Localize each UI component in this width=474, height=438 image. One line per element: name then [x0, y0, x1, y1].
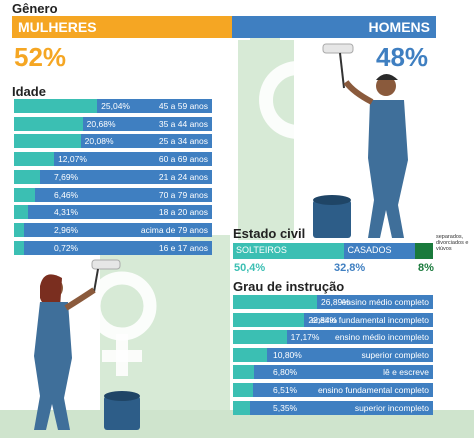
- gender-female-symbol: [87, 271, 157, 341]
- age-bar: [14, 169, 40, 184]
- education-category-label: ensino médio incompleto: [334, 332, 429, 343]
- age-category-label: 70 a 79 anos: [158, 189, 208, 200]
- marital-segment-married: CASADOS: [343, 243, 416, 259]
- age-bar-row: 0,72% 16 e 17 anos: [14, 240, 212, 255]
- age-value-label: 7,69%: [54, 171, 79, 182]
- marital-separated-value: 8%: [418, 262, 434, 274]
- age-bar-row: 20,68% 35 a 44 anos: [14, 116, 212, 131]
- age-category-label: 25 a 34 anos: [158, 136, 208, 147]
- education-category-label: ensino fundamental incompleto: [311, 314, 429, 325]
- marital-chart: SOLTEIROS CASADOS: [233, 243, 433, 259]
- marital-chart-title: Estado civil: [233, 226, 306, 241]
- paint-roller-icon: [322, 43, 354, 54]
- education-bar: [233, 312, 305, 327]
- age-value-label: 20,08%: [84, 136, 114, 147]
- education-category-label: lê e escreve: [383, 367, 429, 378]
- age-bar: [14, 116, 83, 131]
- background-floor: [0, 410, 474, 438]
- age-bar-row: 25,04% 45 a 59 anos: [14, 99, 212, 113]
- age-value-label: 2,96%: [54, 224, 79, 235]
- education-bar-row: 6,51% ensino fundamental completo: [233, 383, 433, 397]
- age-bar-row: 20,08% 25 a 34 anos: [14, 134, 212, 149]
- education-chart-title: Grau de instrução: [233, 279, 345, 294]
- man-body: [368, 100, 408, 238]
- age-bar-row: 4,31% 18 a 20 anos: [14, 205, 212, 220]
- marital-married-value: 32,8%: [334, 262, 366, 274]
- gender-title: Gênero: [12, 1, 58, 16]
- age-bar: [14, 187, 36, 202]
- age-value-label: 4,31%: [54, 207, 79, 218]
- men-label: HOMENS: [368, 19, 430, 35]
- age-bar-row: 2,96% acima de 79 anos: [14, 222, 212, 237]
- marital-single-label: SOLTEIROS: [236, 245, 287, 255]
- age-value-label: 0,72%: [54, 242, 79, 253]
- woman-body: [34, 302, 72, 430]
- education-category-label: ensino médio completo: [341, 297, 429, 307]
- education-bar: [233, 400, 250, 415]
- education-bar-row: 5,35% superior incompleto: [233, 400, 433, 415]
- education-bar: [233, 347, 267, 362]
- age-bar-row: 6,46% 70 a 79 anos: [14, 187, 212, 202]
- education-category-label: superior completo: [361, 349, 429, 360]
- marital-segment-single: SOLTEIROS: [233, 243, 344, 259]
- age-chart-title: Idade: [12, 84, 46, 99]
- education-value-label: 10,80%: [273, 349, 302, 360]
- age-category-label: 18 a 20 anos: [158, 207, 208, 218]
- education-bar: [233, 383, 254, 397]
- education-value-label: 6,51%: [273, 385, 298, 395]
- education-category-label: ensino fundamental completo: [317, 385, 429, 395]
- marital-segment-separated: [415, 243, 433, 259]
- education-value-label: 22,84%: [308, 314, 338, 325]
- age-category-label: 21 a 24 anos: [158, 171, 208, 182]
- education-value-label: 5,35%: [273, 402, 298, 413]
- age-value-label: 6,46%: [54, 189, 79, 200]
- age-bar: [14, 99, 98, 113]
- age-value-label: 12,07%: [58, 154, 87, 165]
- age-bar: [14, 152, 55, 167]
- education-bar: [233, 330, 287, 345]
- education-bar-row: 17,17% ensino médio incompleto: [233, 330, 433, 345]
- men-percentage: 48%: [376, 42, 429, 72]
- age-category-label: acima de 79 anos: [140, 224, 208, 235]
- education-category-label: superior incompleto: [354, 402, 429, 413]
- education-value-label: 6,80%: [273, 367, 298, 378]
- man-painter-illustration: [259, 43, 408, 238]
- age-category-label: 35 a 44 anos: [158, 118, 208, 129]
- men-label-bar: HOMENS: [232, 16, 436, 38]
- man-head: [376, 76, 396, 96]
- age-bar: [14, 205, 29, 220]
- gender-male-symbol: [259, 61, 337, 139]
- age-value-label: 20,68%: [86, 118, 116, 129]
- education-bar-row: 6,80% lê e escreve: [233, 365, 433, 380]
- women-label: MULHERES: [18, 19, 97, 35]
- marital-single-value: 50,4%: [234, 262, 266, 274]
- woman-painter-illustration: [34, 259, 157, 430]
- age-bar: [14, 134, 81, 149]
- paint-roller-icon: [91, 259, 121, 270]
- paint-bucket-icon: [313, 200, 351, 238]
- age-category-label: 16 e 17 anos: [158, 242, 208, 253]
- education-bar: [233, 365, 255, 380]
- marital-married-label: CASADOS: [347, 245, 392, 255]
- age-bar: [14, 222, 24, 237]
- age-value-label: 25,04%: [101, 101, 130, 111]
- age-bar: [14, 240, 24, 255]
- education-bar-row: 22,84% ensino fundamental incompleto: [233, 312, 433, 327]
- women-label-bar: MULHERES: [12, 16, 232, 38]
- paint-bucket-icon: [104, 396, 140, 430]
- education-value-label: 17,17%: [290, 332, 320, 343]
- education-bar-row: 26,89% ensino médio completo: [233, 295, 433, 309]
- age-category-label: 60 a 69 anos: [158, 154, 208, 165]
- age-bar-row: 7,69% 21 a 24 anos: [14, 169, 212, 184]
- education-bar-row: 10,80% superior completo: [233, 347, 433, 362]
- marital-separated-label: separados, divorciados e viúvos: [436, 234, 469, 252]
- education-value-label: 26,89%: [321, 297, 350, 307]
- women-percentage: 52%: [14, 42, 67, 72]
- age-category-label: 45 a 59 anos: [158, 101, 208, 111]
- education-bar: [233, 295, 317, 309]
- age-bar-row: 12,07% 60 a 69 anos: [14, 152, 212, 167]
